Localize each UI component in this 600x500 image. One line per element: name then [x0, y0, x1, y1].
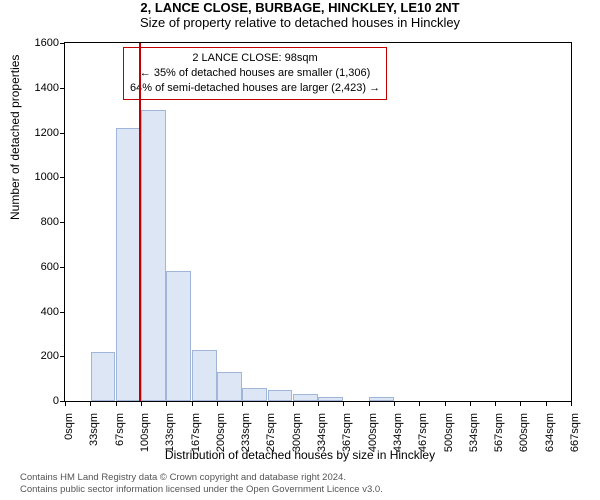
- x-tick-label: 334sqm: [316, 413, 328, 452]
- x-tick-label: 133sqm: [164, 413, 176, 452]
- x-tick-label: 67sqm: [114, 413, 126, 446]
- histogram-bar: [369, 397, 394, 401]
- x-tick-mark: [116, 401, 117, 406]
- x-tick-mark: [267, 401, 268, 406]
- plot-area: 2 LANCE CLOSE: 98sqm ← 35% of detached h…: [64, 42, 572, 402]
- x-tick-mark: [369, 401, 370, 406]
- footer-attribution: Contains HM Land Registry data © Crown c…: [20, 472, 383, 496]
- x-tick-mark: [571, 401, 572, 406]
- footer-line-1: Contains HM Land Registry data © Crown c…: [20, 472, 383, 484]
- x-tick-label: 400sqm: [367, 413, 379, 452]
- x-tick-mark: [343, 401, 344, 406]
- x-tick-mark: [293, 401, 294, 406]
- annotation-line-3: 64% of semi-detached houses are larger (…: [130, 81, 380, 96]
- x-tick-label: 634sqm: [544, 413, 556, 452]
- x-tick-mark: [217, 401, 218, 406]
- histogram-bar: [166, 271, 191, 401]
- histogram-bar: [116, 128, 141, 401]
- x-tick-mark: [192, 401, 193, 406]
- y-tick-mark: [60, 312, 65, 313]
- x-tick-mark: [90, 401, 91, 406]
- property-marker-line: [139, 43, 141, 401]
- histogram-bar: [293, 394, 318, 401]
- x-tick-mark: [495, 401, 496, 406]
- x-tick-label: 667sqm: [569, 413, 581, 452]
- x-tick-label: 534sqm: [468, 413, 480, 452]
- histogram-bar: [242, 388, 267, 401]
- annotation-line-2: ← 35% of detached houses are smaller (1,…: [130, 66, 380, 81]
- y-tick-mark: [60, 133, 65, 134]
- histogram-bar: [141, 110, 166, 401]
- x-tick-label: 467sqm: [417, 413, 429, 452]
- y-tick-mark: [60, 177, 65, 178]
- histogram-bar: [318, 397, 343, 401]
- x-axis-label: Distribution of detached houses by size …: [0, 448, 600, 462]
- histogram-bar: [192, 350, 217, 401]
- x-tick-mark: [141, 401, 142, 406]
- x-tick-mark: [242, 401, 243, 406]
- x-tick-mark: [520, 401, 521, 406]
- chart-title: 2, LANCE CLOSE, BURBAGE, HINCKLEY, LE10 …: [0, 0, 600, 15]
- histogram-bar: [268, 390, 293, 401]
- y-tick-mark: [60, 88, 65, 89]
- histogram-bar: [217, 372, 242, 401]
- x-tick-mark: [445, 401, 446, 406]
- x-tick-label: 567sqm: [493, 413, 505, 452]
- x-tick-label: 434sqm: [392, 413, 404, 452]
- x-tick-mark: [394, 401, 395, 406]
- x-tick-mark: [419, 401, 420, 406]
- x-tick-label: 300sqm: [291, 413, 303, 452]
- x-tick-label: 200sqm: [215, 413, 227, 452]
- y-axis-label: Number of detached properties: [8, 55, 22, 220]
- footer-line-2: Contains public sector information licen…: [20, 484, 383, 496]
- y-tick-mark: [60, 222, 65, 223]
- x-tick-mark: [65, 401, 66, 406]
- annotation-box: 2 LANCE CLOSE: 98sqm ← 35% of detached h…: [123, 47, 387, 100]
- x-tick-label: 100sqm: [139, 413, 151, 452]
- chart-subtitle: Size of property relative to detached ho…: [0, 15, 600, 30]
- histogram-bar: [91, 352, 116, 401]
- annotation-line-1: 2 LANCE CLOSE: 98sqm: [130, 51, 380, 66]
- x-tick-label: 367sqm: [341, 413, 353, 452]
- x-tick-label: 167sqm: [190, 413, 202, 452]
- x-tick-mark: [546, 401, 547, 406]
- x-tick-label: 600sqm: [518, 413, 530, 452]
- x-tick-mark: [318, 401, 319, 406]
- x-tick-mark: [166, 401, 167, 406]
- y-tick-mark: [60, 267, 65, 268]
- x-tick-label: 33sqm: [88, 413, 100, 446]
- x-tick-label: 500sqm: [443, 413, 455, 452]
- y-tick-mark: [60, 43, 65, 44]
- x-tick-label: 233sqm: [240, 413, 252, 452]
- x-tick-label: 267sqm: [265, 413, 277, 452]
- x-tick-mark: [470, 401, 471, 406]
- x-tick-label: 0sqm: [63, 413, 75, 440]
- y-tick-mark: [60, 356, 65, 357]
- chart-container: 2, LANCE CLOSE, BURBAGE, HINCKLEY, LE10 …: [0, 0, 600, 500]
